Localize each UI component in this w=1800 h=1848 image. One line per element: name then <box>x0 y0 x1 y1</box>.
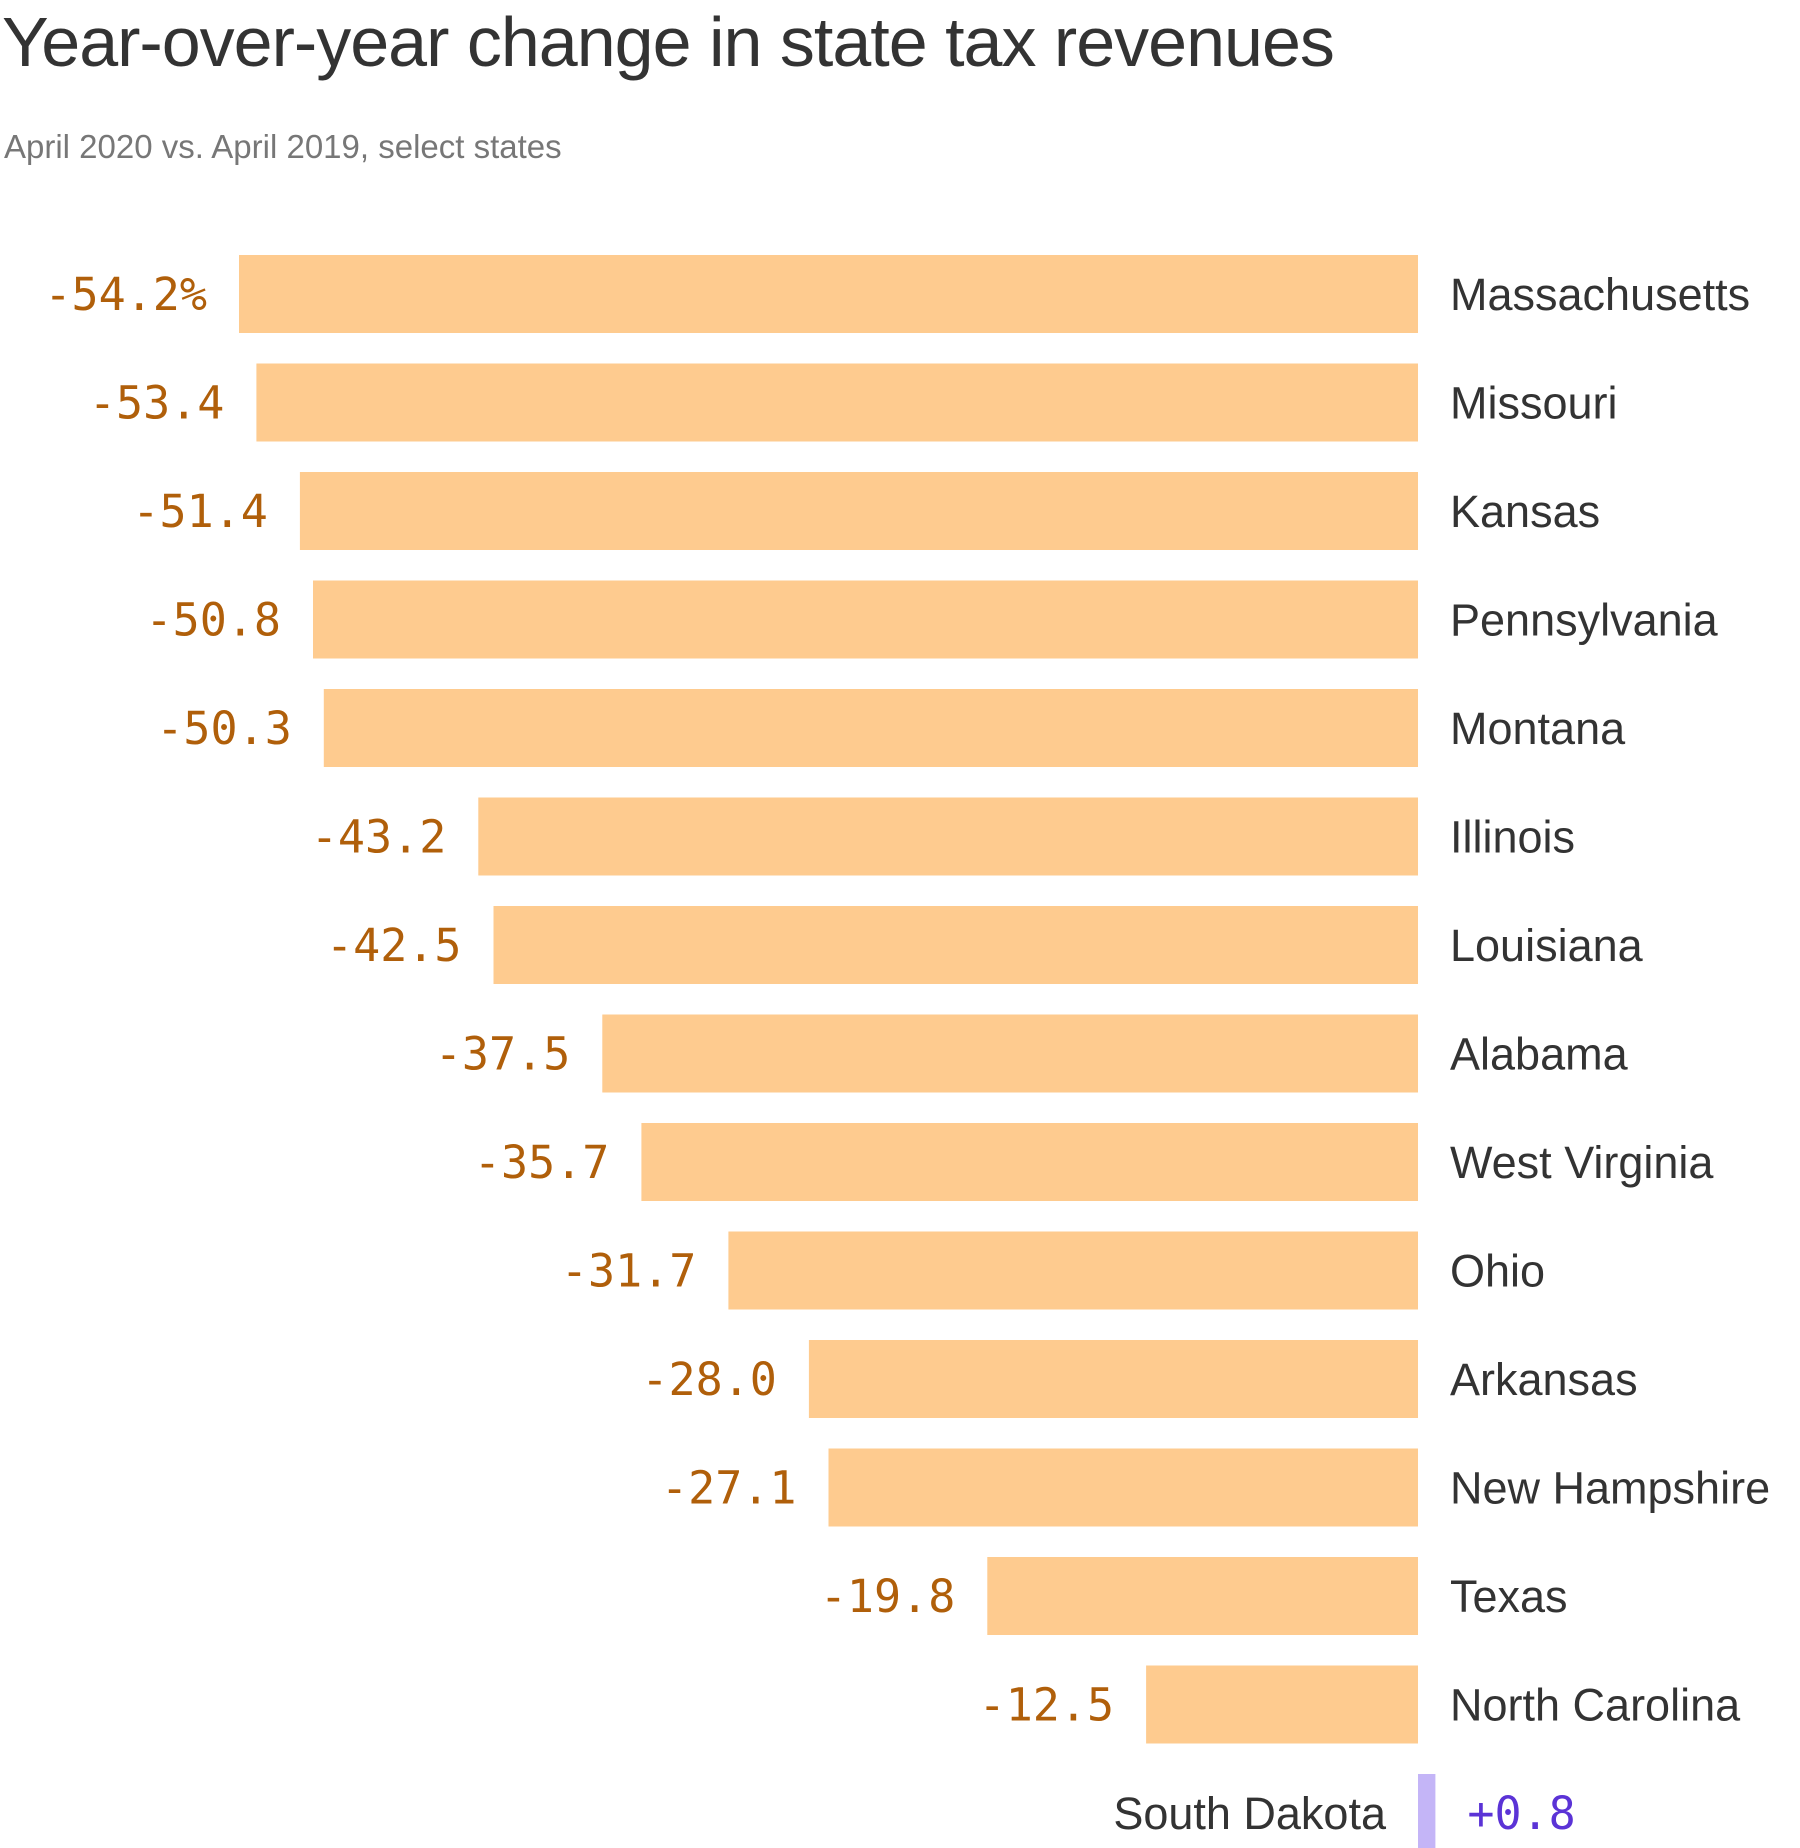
bar-south-dakota <box>1418 1774 1436 1848</box>
category-label: Arkansas <box>1450 1354 1638 1405</box>
category-label: Pennsylvania <box>1450 595 1719 646</box>
bar-new-hampshire <box>828 1448 1418 1527</box>
value-label: -27.1 <box>661 1462 796 1515</box>
bar-louisiana <box>493 906 1418 984</box>
value-label: -12.5 <box>979 1679 1114 1732</box>
value-label: -19.8 <box>820 1570 955 1623</box>
bar-west-virginia <box>641 1123 1418 1201</box>
value-label: -37.5 <box>435 1028 570 1081</box>
category-label: Montana <box>1450 703 1626 754</box>
category-label: Texas <box>1450 1571 1568 1622</box>
bar-missouri <box>256 363 1418 442</box>
bar-pennsylvania <box>313 580 1418 659</box>
category-label: Illinois <box>1450 812 1575 863</box>
bar-ohio <box>728 1231 1418 1310</box>
value-label: -42.5 <box>326 919 461 972</box>
category-label: South Dakota <box>1113 1788 1387 1839</box>
category-label: Kansas <box>1450 486 1600 537</box>
category-label: Louisiana <box>1450 920 1644 971</box>
value-label: +0.8 <box>1467 1787 1575 1840</box>
value-label: -43.2 <box>311 811 446 864</box>
bar-massachusetts <box>239 255 1418 333</box>
bar-north-carolina <box>1146 1665 1418 1744</box>
bar-montana <box>323 689 1418 767</box>
category-label: Alabama <box>1450 1029 1629 1080</box>
value-label: -50.3 <box>156 702 291 755</box>
value-label: -50.8 <box>146 594 281 647</box>
category-label: New Hampshire <box>1450 1463 1770 1514</box>
category-label: Ohio <box>1450 1246 1545 1297</box>
bar-texas <box>987 1557 1418 1635</box>
value-label: -54.2% <box>44 268 207 321</box>
value-label: -35.7 <box>474 1136 609 1189</box>
bar-arkansas <box>808 1340 1418 1418</box>
value-label: -53.4 <box>89 377 224 430</box>
chart-subtitle: April 2020 vs. April 2019, select states <box>4 128 562 165</box>
value-label: -28.0 <box>641 1353 776 1406</box>
category-label: Missouri <box>1450 378 1618 429</box>
bar-alabama <box>602 1014 1418 1093</box>
value-label: -51.4 <box>132 485 267 538</box>
chart-title: Year-over-year change in state tax reven… <box>2 3 1335 81</box>
category-label: Massachusetts <box>1450 269 1750 320</box>
category-label: West Virginia <box>1450 1137 1714 1188</box>
bar-illinois <box>478 797 1418 876</box>
category-label: North Carolina <box>1450 1680 1741 1731</box>
value-label: -31.7 <box>561 1245 696 1298</box>
bar-kansas <box>299 472 1418 550</box>
